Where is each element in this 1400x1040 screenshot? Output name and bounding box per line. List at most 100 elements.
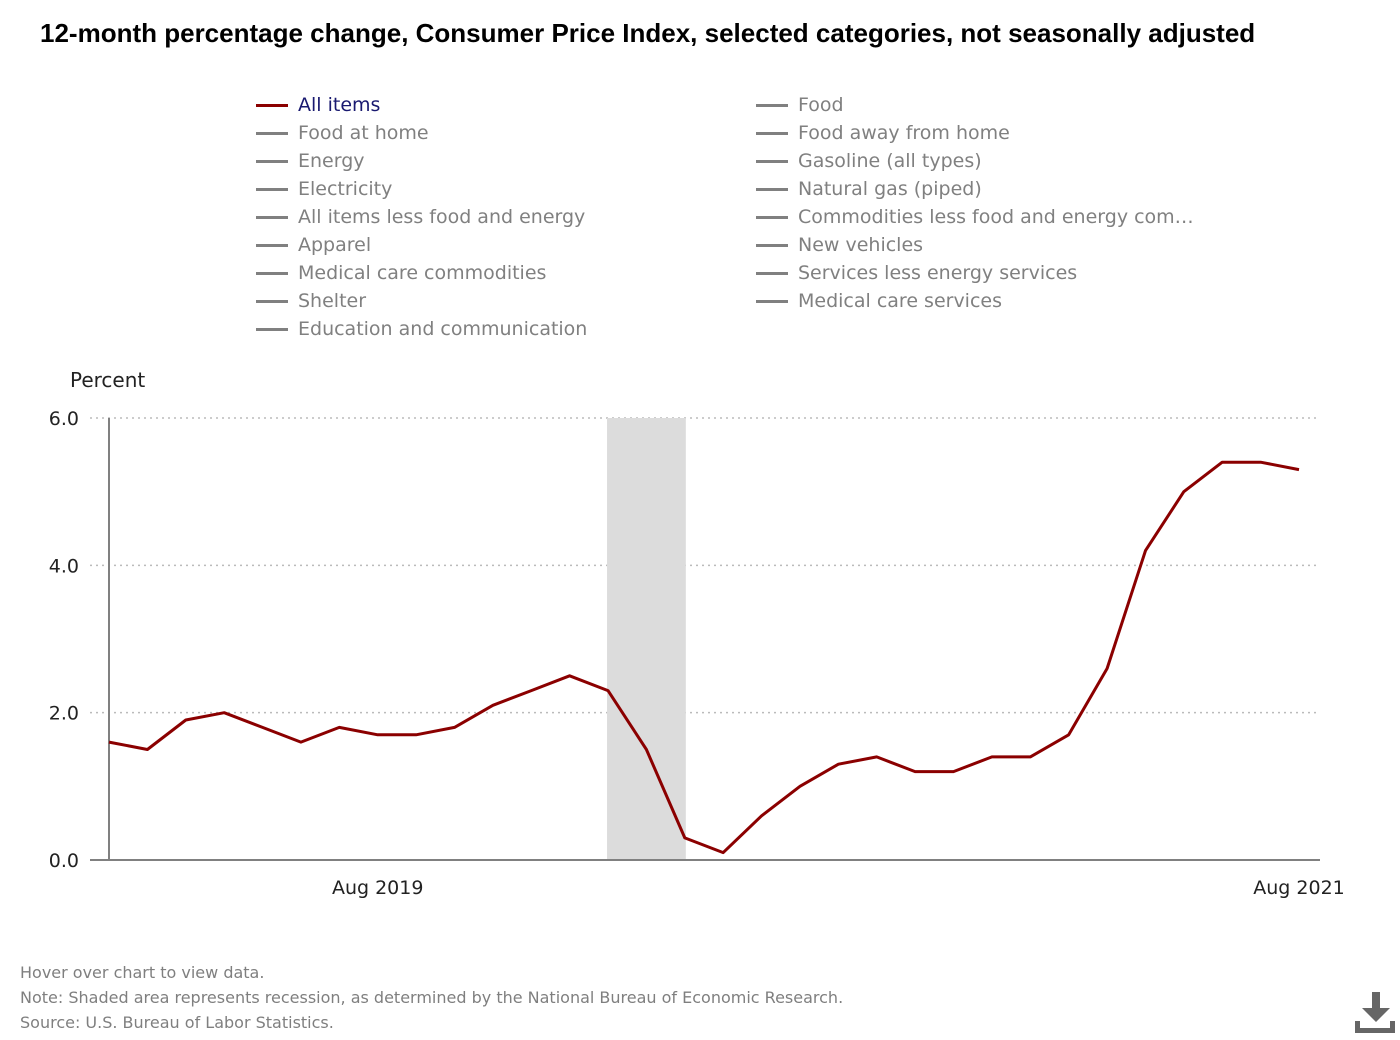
- data-point[interactable]: [1102, 663, 1112, 673]
- data-point[interactable]: [488, 700, 498, 710]
- legend-label: Food away from home: [798, 122, 1010, 144]
- legend-label: Medical care services: [798, 290, 1002, 312]
- data-point[interactable]: [1256, 457, 1266, 467]
- data-point[interactable]: [1025, 752, 1035, 762]
- y-tick-label: 0.0: [49, 850, 79, 872]
- legend-item[interactable]: Education and communication: [256, 316, 587, 342]
- download-icon[interactable]: [1352, 990, 1398, 1036]
- legend-item[interactable]: Shelter: [256, 288, 366, 314]
- series-layer: [104, 457, 1304, 858]
- legend-item[interactable]: Medical care commodities: [256, 260, 546, 286]
- legend-label: All items: [298, 94, 381, 116]
- legend-label: Services less energy services: [798, 262, 1078, 284]
- legend-label: Food at home: [298, 122, 429, 144]
- data-point[interactable]: [910, 767, 920, 777]
- data-point[interactable]: [641, 745, 651, 755]
- legend-swatch: [756, 131, 788, 135]
- legend-swatch: [256, 299, 288, 303]
- recession-note: Note: Shaded area represents recession, …: [20, 988, 844, 1007]
- data-point[interactable]: [1140, 546, 1150, 556]
- legend-swatch: [756, 271, 788, 275]
- legend-swatch: [256, 243, 288, 247]
- data-point[interactable]: [142, 745, 152, 755]
- data-point[interactable]: [334, 722, 344, 732]
- legend-swatch: [756, 187, 788, 191]
- data-point[interactable]: [795, 781, 805, 791]
- data-point[interactable]: [680, 833, 690, 843]
- legend-label: Energy: [298, 150, 365, 172]
- data-point[interactable]: [411, 730, 421, 740]
- data-point[interactable]: [296, 737, 306, 747]
- legend-item[interactable]: New vehicles: [756, 232, 923, 258]
- data-point[interactable]: [373, 730, 383, 740]
- axes: 0.0 2.0 4.0 6.0 Aug 2019 Aug 2021: [49, 408, 1345, 899]
- series-line-all-items[interactable]: [108, 460, 1300, 855]
- legend-swatch: [256, 187, 288, 191]
- data-point[interactable]: [449, 722, 459, 732]
- legend-item[interactable]: All items less food and energy: [256, 204, 585, 230]
- legend-label: Medical care commodities: [298, 262, 547, 284]
- legend-item[interactable]: Food at home: [256, 120, 429, 146]
- data-point[interactable]: [104, 737, 114, 747]
- legend-label: Natural gas (piped): [798, 178, 982, 200]
- y-tick-label: 4.0: [49, 555, 79, 577]
- legend-swatch: [256, 103, 288, 107]
- x-tick-label: Aug 2021: [1253, 877, 1345, 899]
- legend-item[interactable]: Electricity: [256, 176, 392, 202]
- y-tick-label: 6.0: [49, 408, 79, 430]
- legend-label: Commodities less food and energy com…: [798, 206, 1194, 228]
- data-point[interactable]: [181, 715, 191, 725]
- recession-shading: [607, 418, 686, 860]
- legend-label: All items less food and energy: [298, 206, 586, 228]
- data-point[interactable]: [1217, 457, 1227, 467]
- legend-swatch: [756, 215, 788, 219]
- legend-label: Apparel: [298, 234, 372, 256]
- legend-swatch: [756, 299, 788, 303]
- legend-swatch: [756, 243, 788, 247]
- data-point[interactable]: [565, 671, 575, 681]
- data-point[interactable]: [987, 752, 997, 762]
- legend-swatch: [256, 131, 288, 135]
- data-point[interactable]: [1064, 730, 1074, 740]
- x-tick-label: Aug 2019: [332, 877, 424, 899]
- y-tick-label: 2.0: [49, 703, 79, 725]
- data-point[interactable]: [718, 848, 728, 858]
- data-point[interactable]: [603, 686, 613, 696]
- legend-item[interactable]: Gasoline (all types): [756, 148, 982, 174]
- line-chart[interactable]: 0.0 2.0 4.0 6.0 Aug 2019 Aug 2021 Percent: [0, 360, 1400, 920]
- source-note: Source: U.S. Bureau of Labor Statistics.: [20, 1013, 334, 1032]
- legend-swatch: [256, 159, 288, 163]
- legend-item[interactable]: Food: [756, 92, 844, 118]
- legend-item[interactable]: Natural gas (piped): [756, 176, 982, 202]
- legend-label: Shelter: [298, 290, 367, 312]
- legend-swatch: [256, 215, 288, 219]
- legend-item[interactable]: Medical care services: [756, 288, 1002, 314]
- legend-item[interactable]: Energy: [256, 148, 365, 174]
- legend-item[interactable]: Services less energy services: [756, 260, 1077, 286]
- data-point[interactable]: [258, 722, 268, 732]
- data-point[interactable]: [1294, 465, 1304, 475]
- legend: All items Food at home Energy Electricity Al…: [0, 0, 1400, 350]
- data-point[interactable]: [1179, 487, 1189, 497]
- gridlines: [90, 417, 1320, 714]
- legend-label: Gasoline (all types): [798, 150, 982, 172]
- chart-title: 12-month percentage change, Consumer Pri…: [40, 18, 1256, 48]
- legend-swatch: [256, 327, 288, 331]
- hover-hint: Hover over chart to view data.: [20, 963, 265, 982]
- legend-item[interactable]: Food away from home: [756, 120, 1010, 146]
- legend-label: Electricity: [298, 178, 393, 200]
- data-point[interactable]: [949, 767, 959, 777]
- legend-label: Education and communication: [298, 318, 588, 340]
- data-point[interactable]: [872, 752, 882, 762]
- legend-item[interactable]: All items: [256, 92, 380, 118]
- legend-item[interactable]: Commodities less food and energy com…: [756, 204, 1194, 230]
- data-point[interactable]: [757, 811, 767, 821]
- recession-band: [607, 418, 686, 860]
- legend-swatch: [756, 103, 788, 107]
- data-point[interactable]: [219, 708, 229, 718]
- data-point[interactable]: [526, 686, 536, 696]
- legend-label: New vehicles: [798, 234, 924, 256]
- y-axis-label: Percent: [70, 368, 145, 392]
- data-point[interactable]: [833, 759, 843, 769]
- legend-item[interactable]: Apparel: [256, 232, 371, 258]
